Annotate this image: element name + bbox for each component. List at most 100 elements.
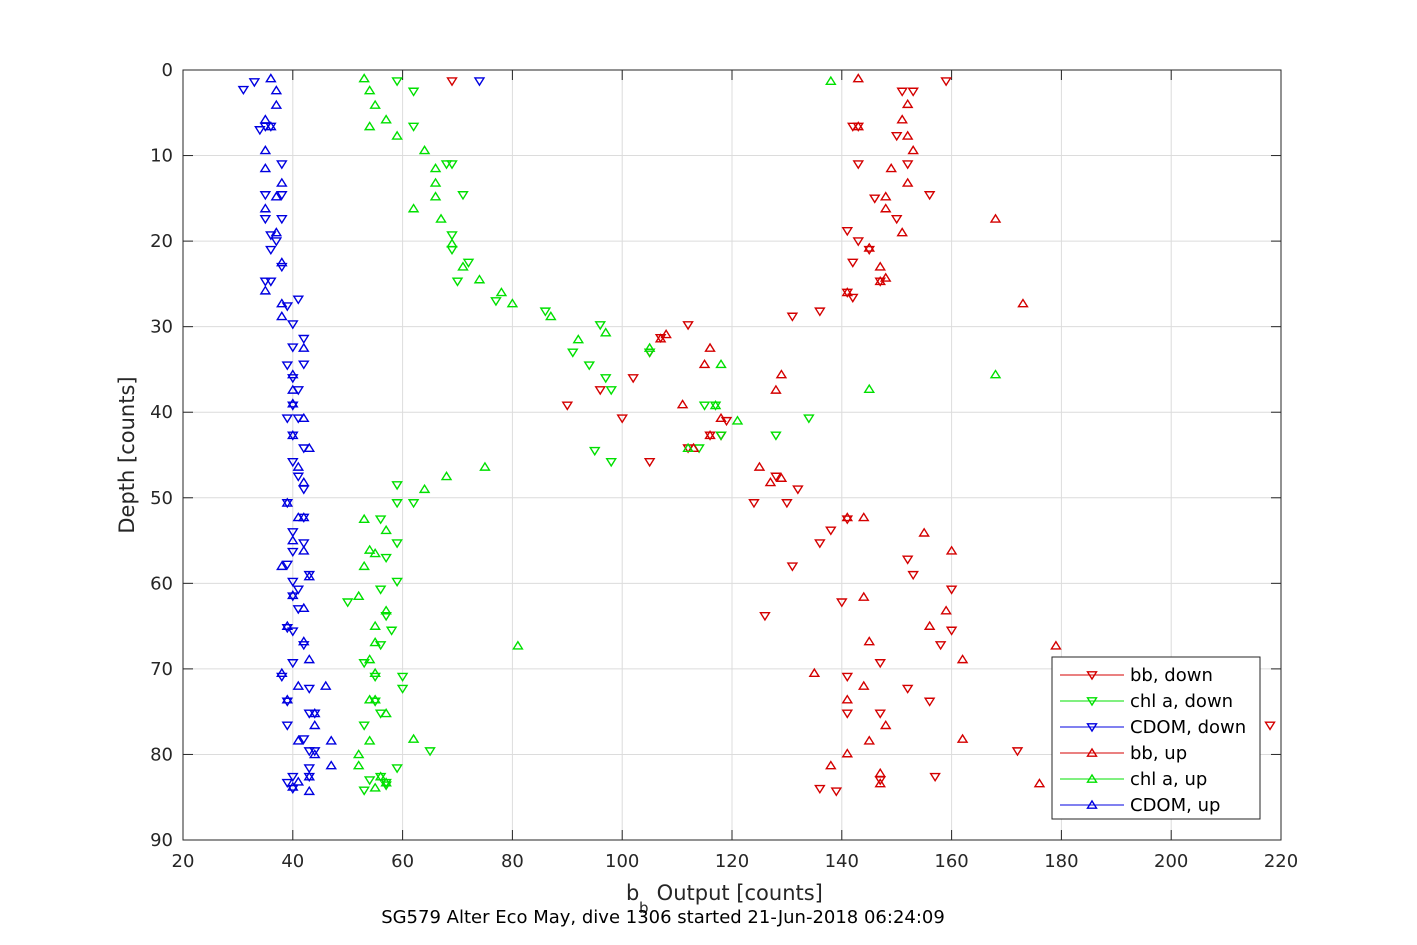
data-point [308, 749, 321, 759]
data-point [429, 163, 442, 173]
data-point [852, 160, 865, 170]
data-point [841, 748, 854, 758]
y-tick-label: 80 [150, 744, 173, 765]
data-point [358, 560, 370, 571]
data-point [446, 160, 458, 170]
data-point [298, 735, 310, 745]
data-point [369, 548, 381, 558]
data-point [276, 177, 288, 187]
chart-caption: SG579 Alter Eco May, dive 1306 started 2… [381, 907, 945, 928]
data-point [369, 667, 381, 678]
data-point [358, 73, 370, 83]
data-point [308, 708, 321, 718]
data-point [770, 431, 782, 441]
data-point [1017, 298, 1029, 308]
y-tick-label: 90 [150, 830, 173, 851]
data-point [775, 472, 788, 482]
data-point [907, 570, 919, 581]
data-point [270, 237, 283, 247]
data-point [259, 203, 272, 213]
data-point [759, 611, 771, 622]
data-point [352, 760, 365, 770]
data-point [945, 626, 958, 636]
data-point [407, 499, 420, 509]
data-point [654, 333, 667, 343]
x-tick-label: 160 [934, 851, 968, 872]
data-point [852, 237, 865, 247]
data-point [287, 343, 299, 353]
data-point [369, 99, 381, 109]
data-point [901, 684, 914, 694]
data-point [287, 547, 299, 558]
data-point [265, 73, 277, 83]
data-point [391, 77, 403, 87]
data-point [265, 121, 277, 131]
data-point [847, 293, 859, 303]
data-point [731, 415, 744, 425]
x-tick-label: 20 [172, 851, 195, 872]
x-axis-label: b b Output [counts] [626, 881, 823, 917]
data-point [298, 334, 310, 345]
data-point [863, 636, 876, 646]
data-point [254, 126, 266, 136]
data-point [281, 721, 294, 731]
data-point [841, 515, 854, 525]
x-axis-label-subscript: b [639, 899, 649, 917]
data-point [281, 694, 294, 704]
data-point [830, 787, 843, 797]
data-point [594, 321, 607, 331]
legend-marker [1086, 773, 1098, 783]
x-tick-label: 60 [391, 851, 414, 872]
data-point [561, 401, 574, 411]
data-point [605, 386, 617, 396]
data-point [814, 307, 826, 317]
series-5 [259, 73, 337, 796]
y-tick-label: 50 [150, 488, 173, 509]
data-point [863, 242, 876, 252]
data-point [1011, 747, 1024, 757]
data-point [874, 778, 886, 788]
data-point [298, 539, 310, 549]
x-tick-label: 180 [1044, 851, 1078, 872]
data-point [923, 620, 936, 630]
y-axis-label: Depth [counts] [115, 376, 139, 533]
data-point [276, 667, 288, 678]
data-point [841, 226, 854, 237]
data-point [929, 772, 941, 783]
data-point [276, 257, 288, 267]
data-point [446, 245, 458, 256]
data-point [287, 535, 299, 545]
data-point [863, 245, 876, 256]
data-point [380, 708, 392, 718]
data-point [775, 369, 788, 379]
data-point [863, 735, 876, 745]
data-point [292, 776, 305, 786]
legend-marker [1086, 723, 1098, 733]
data-point [259, 191, 272, 201]
data-point [298, 641, 310, 651]
data-point [901, 130, 914, 140]
data-point [852, 121, 865, 131]
data-point [857, 591, 870, 601]
data-point [298, 342, 310, 352]
data-point [676, 399, 689, 409]
data-point [396, 684, 409, 694]
data-point [808, 667, 821, 678]
legend-marker [1086, 671, 1098, 681]
x-tick-label: 200 [1154, 851, 1188, 872]
data-point [572, 334, 585, 344]
data-point [868, 194, 881, 204]
data-point [616, 414, 628, 424]
data-point [303, 785, 316, 796]
data-point [380, 553, 392, 564]
data-point [764, 477, 777, 487]
data-point [287, 577, 299, 587]
data-point [857, 512, 870, 522]
data-point [298, 360, 310, 370]
data-point [358, 721, 370, 731]
data-point [709, 400, 722, 410]
data-point [627, 374, 639, 384]
series-1 [341, 77, 815, 796]
data-point [292, 735, 305, 745]
data-point [901, 555, 914, 565]
